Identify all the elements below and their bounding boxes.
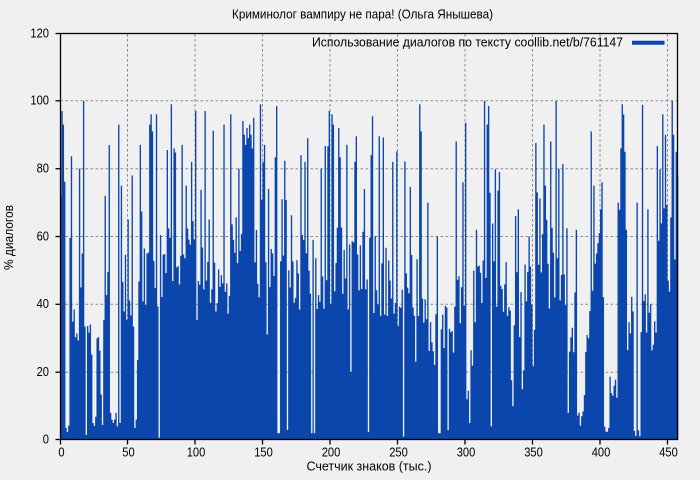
svg-text:300: 300: [457, 445, 476, 460]
svg-text:20: 20: [37, 364, 49, 379]
svg-text:% диалогов: % диалогов: [1, 205, 16, 270]
svg-text:80: 80: [37, 161, 49, 176]
svg-text:150: 150: [254, 445, 273, 460]
svg-text:0: 0: [58, 445, 64, 460]
svg-text:450: 450: [659, 445, 678, 460]
svg-text:Криминолог вампиру не пара! (О: Криминолог вампиру не пара! (Ольга Яныше…: [232, 6, 493, 21]
svg-text:Использование диалогов по текс: Использование диалогов по тексту coollib…: [312, 35, 623, 50]
svg-text:350: 350: [524, 445, 543, 460]
svg-text:120: 120: [30, 25, 49, 40]
svg-text:250: 250: [389, 445, 408, 460]
svg-text:Счетчик знаков (тыс.): Счетчик знаков (тыс.): [307, 459, 432, 474]
svg-text:50: 50: [122, 445, 134, 460]
svg-text:40: 40: [37, 296, 49, 311]
svg-text:100: 100: [30, 93, 49, 108]
svg-text:100: 100: [187, 445, 206, 460]
svg-text:400: 400: [592, 445, 611, 460]
svg-text:60: 60: [37, 228, 49, 243]
svg-text:200: 200: [322, 445, 341, 460]
svg-text:0: 0: [43, 431, 49, 446]
